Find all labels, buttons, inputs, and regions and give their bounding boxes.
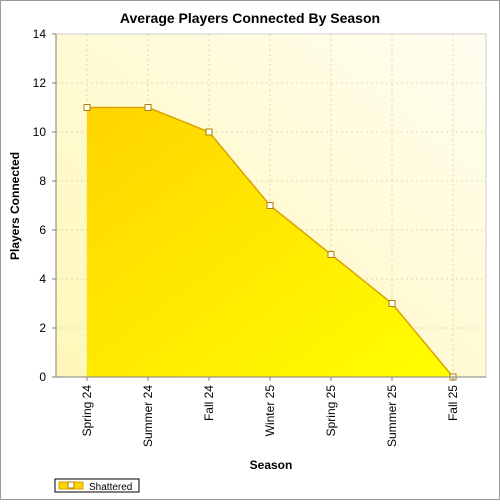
y-tick-label: 14	[33, 27, 47, 41]
data-point-marker	[83, 104, 91, 111]
x-tick-label: Winter 25	[263, 385, 277, 437]
y-tick-label: 6	[39, 223, 46, 237]
y-tick-label: 2	[39, 321, 46, 335]
y-axis: 0 2 4 6 8 10 12 14	[33, 27, 57, 384]
data-point-marker	[327, 251, 335, 258]
x-tick-label: Fall 24	[202, 385, 216, 421]
legend: Shattered	[54, 478, 140, 493]
x-axis-label: Season	[250, 458, 293, 472]
y-tick-label: 8	[39, 174, 46, 188]
x-axis: Spring 24 Summer 24 Fall 24 Winter 25 Spring…	[56, 376, 486, 447]
x-tick-label: Summer 24	[141, 385, 155, 447]
data-point-marker	[144, 104, 152, 111]
y-tick-label: 4	[39, 272, 46, 286]
chart-title: Average Players Connected By Season	[120, 10, 380, 26]
x-tick-label: Spring 25	[324, 385, 338, 437]
data-point-marker	[388, 300, 396, 307]
y-axis-label: Players Connected	[8, 152, 22, 260]
x-tick-label: Spring 24	[80, 385, 94, 437]
area-fill	[87, 107, 453, 377]
y-tick-label: 12	[33, 76, 47, 90]
legend-marker	[67, 481, 75, 489]
y-tick-label: 10	[33, 125, 47, 139]
y-tick-label: 0	[39, 370, 46, 384]
legend-label: Shattered	[89, 482, 132, 493]
data-point-marker	[205, 128, 213, 136]
x-tick-label: Summer 25	[385, 385, 399, 447]
data-point-marker	[266, 202, 274, 209]
x-tick-label: Fall 25	[446, 385, 460, 421]
